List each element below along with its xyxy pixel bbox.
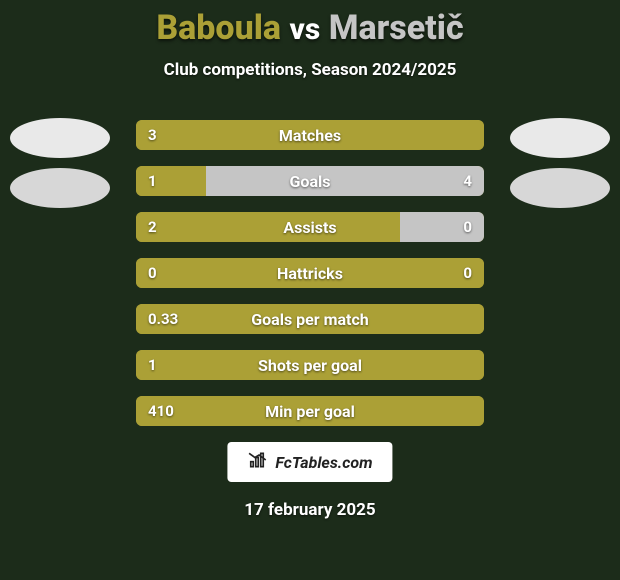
stat-label: Hattricks xyxy=(136,258,484,288)
vs-text: vs xyxy=(290,12,321,47)
stat-row: 00Hattricks xyxy=(136,258,484,288)
page-title: Baboula vs Marsetič xyxy=(0,0,620,48)
date-text: 17 february 2025 xyxy=(0,500,620,520)
player2-name: Marsetič xyxy=(329,8,464,48)
right-avatar xyxy=(510,168,610,208)
stat-label: Goals xyxy=(136,166,484,196)
player1-name: Baboula xyxy=(156,8,281,48)
stat-row: 3Matches xyxy=(136,120,484,150)
stat-bars: 3Matches 14Goals 20Assists 00Hattricks 0.33G… xyxy=(136,120,484,442)
stat-row: 410Min per goal xyxy=(136,396,484,426)
left-avatar xyxy=(10,118,110,158)
stat-row: 1Shots per goal xyxy=(136,350,484,380)
chart-icon xyxy=(247,450,267,474)
left-avatar xyxy=(10,168,110,208)
brand-badge: FcTables.com xyxy=(227,442,392,482)
comparison-infographic: Baboula vs Marsetič Club competitions, S… xyxy=(0,0,620,580)
brand-text: FcTables.com xyxy=(275,453,372,472)
stat-row: 14Goals xyxy=(136,166,484,196)
stat-label: Min per goal xyxy=(136,396,484,426)
stat-label: Assists xyxy=(136,212,484,242)
stat-label: Goals per match xyxy=(136,304,484,334)
stat-label: Shots per goal xyxy=(136,350,484,380)
subtitle: Club competitions, Season 2024/2025 xyxy=(0,60,620,80)
stat-row: 20Assists xyxy=(136,212,484,242)
stat-row: 0.33Goals per match xyxy=(136,304,484,334)
stat-label: Matches xyxy=(136,120,484,150)
right-avatar xyxy=(510,118,610,158)
